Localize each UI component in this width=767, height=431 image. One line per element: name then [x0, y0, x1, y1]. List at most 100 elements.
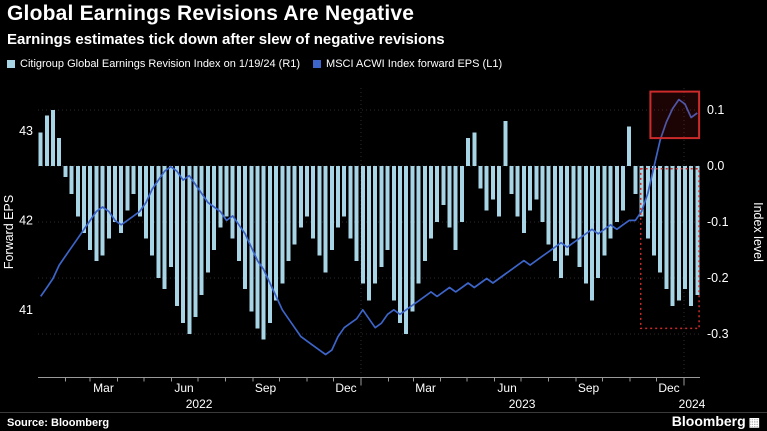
revision-index-bar — [57, 137, 62, 166]
legend-item-forward-eps: MSCI ACWI Index forward EPS (L1) — [313, 58, 502, 70]
legend-label-revision-index: Citigroup Global Earnings Revision Index… — [20, 58, 301, 70]
bloomberg-wordmark: Bloomberg — [671, 413, 746, 429]
revision-index-bar — [503, 121, 508, 166]
revision-index-bar — [360, 165, 365, 284]
revision-index-bar — [156, 165, 161, 278]
legend: Citigroup Global Earnings Revision Index… — [7, 58, 502, 70]
revision-index-bar — [44, 115, 49, 166]
revision-index-bar — [577, 165, 582, 267]
revision-index-bar — [459, 165, 464, 222]
revision-index-bar — [323, 165, 328, 273]
revision-index-bar — [236, 165, 241, 262]
revision-index-bar — [38, 132, 43, 166]
left-axis-tick-label: 43 — [19, 124, 33, 138]
revision-index-bar — [639, 165, 644, 217]
revision-index-bar — [329, 165, 334, 250]
revision-index-bar — [664, 165, 669, 290]
x-month-label: Mar — [93, 381, 114, 395]
revision-index-bar — [534, 165, 539, 200]
revision-index-bar — [608, 165, 613, 239]
revision-index-bar — [125, 165, 130, 211]
revision-index-bar — [435, 165, 440, 222]
x-year-label: 2022 — [186, 397, 213, 411]
revision-index-bar — [69, 165, 74, 194]
revision-index-bar — [404, 165, 409, 334]
revision-index-bar — [509, 165, 514, 194]
revision-index-bar — [398, 165, 402, 323]
revision-index-bar — [243, 165, 248, 290]
line-peak-highlight-box — [649, 90, 701, 140]
revision-index-bar — [305, 165, 309, 217]
right-axis-tick-label: 0.1 — [707, 103, 724, 117]
revision-index-bar — [162, 165, 167, 290]
revision-index-bar — [515, 165, 520, 217]
revision-index-bar — [255, 165, 260, 329]
revision-index-bar — [621, 165, 625, 211]
revision-index-bar — [695, 165, 700, 295]
revision-index-bar — [385, 165, 390, 250]
revision-index-bar — [652, 165, 656, 256]
legend-swatch-line-icon — [313, 60, 322, 68]
revision-index-bar — [552, 165, 557, 262]
revision-index-bar — [119, 165, 124, 234]
revision-index-bar — [224, 165, 229, 217]
revision-index-bar — [645, 165, 650, 239]
revision-index-bar — [187, 165, 192, 334]
revision-index-bar — [131, 165, 136, 194]
right-axis-tick-label: -0.3 — [707, 327, 729, 341]
revision-index-bar — [354, 165, 359, 262]
revision-index-bar — [311, 165, 316, 239]
revision-index-bar — [466, 137, 471, 166]
revision-index-bar — [261, 165, 266, 340]
revision-index-bar — [336, 165, 340, 228]
revision-index-bar — [627, 126, 632, 166]
revision-index-bar — [230, 165, 235, 239]
revision-index-bar — [689, 165, 694, 306]
revision-index-bar — [571, 165, 576, 239]
revision-index-bar — [559, 165, 564, 278]
revision-index-bar — [565, 165, 570, 256]
revision-index-bar — [181, 165, 186, 323]
revision-index-bar — [174, 165, 179, 306]
revision-index-bar — [429, 165, 433, 239]
revision-index-bar — [528, 165, 533, 211]
left-axis-tick-label: 42 — [19, 213, 33, 227]
x-month-label: Sep — [578, 381, 600, 395]
bloomberg-grid-icon: ▦ — [748, 415, 760, 429]
right-axis-title: Index level — [751, 202, 765, 262]
revision-index-bar — [168, 165, 173, 267]
revision-index-bar — [150, 165, 155, 256]
x-year-label: 2023 — [509, 397, 536, 411]
revision-index-bar — [416, 165, 421, 284]
revision-index-bar — [441, 165, 446, 206]
revision-index-bar — [280, 165, 285, 284]
revision-index-bar — [63, 165, 68, 178]
revision-index-bar — [497, 165, 502, 217]
revision-index-bar — [490, 165, 495, 200]
revision-index-bar — [94, 165, 99, 262]
revision-index-bar — [391, 165, 396, 301]
x-axis — [38, 377, 700, 386]
footer-divider — [0, 412, 767, 413]
revision-index-bar — [205, 165, 210, 273]
revision-index-bar — [683, 165, 687, 290]
revision-index-bar — [633, 165, 638, 194]
revision-index-bar — [602, 165, 607, 256]
right-axis-tick-label: -0.2 — [707, 271, 729, 285]
revision-index-bar — [193, 165, 198, 318]
revision-index-bar — [274, 165, 279, 301]
revision-index-bar — [267, 165, 272, 323]
right-axis-tick-label: 0.0 — [707, 159, 724, 173]
revision-index-bar — [249, 165, 254, 312]
legend-label-forward-eps: MSCI ACWI Index forward EPS (L1) — [326, 58, 503, 70]
chart-title: Global Earnings Revisions Are Negative — [7, 2, 415, 25]
revision-index-bar — [113, 165, 117, 222]
revision-index-bar — [88, 165, 93, 250]
revision-index-bar — [379, 165, 384, 267]
legend-swatch-bar-icon — [7, 60, 15, 68]
x-year-label: 2024 — [679, 397, 706, 411]
revision-index-bar — [373, 165, 378, 284]
revision-index-bar — [51, 109, 55, 166]
